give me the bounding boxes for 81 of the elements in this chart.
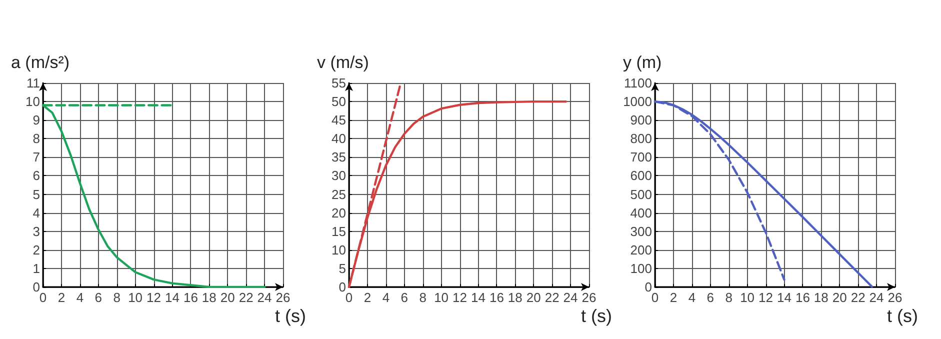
- x-tick-label: 22: [238, 290, 254, 305]
- y-tick-label: 400: [630, 205, 652, 220]
- y-tick-label: 8: [32, 131, 40, 146]
- y-tick-label: 40: [332, 131, 346, 146]
- x-tick-label: 20: [220, 290, 235, 305]
- x-axis-title: t (s): [275, 306, 306, 326]
- x-tick-label: 24: [869, 290, 884, 305]
- x-tick-label: 16: [489, 290, 504, 305]
- x-axis-title: t (s): [581, 306, 612, 326]
- y-tick-label: 200: [630, 242, 652, 258]
- x-tick-label: 10: [740, 290, 755, 305]
- y-tick-label: 30: [332, 168, 346, 184]
- y-tick-label: 9: [32, 112, 40, 128]
- x-tick-label: 2: [670, 290, 678, 305]
- y-tick-label: 20: [332, 205, 346, 220]
- x-tick-label: 16: [795, 290, 810, 305]
- x-tick-label: 24: [563, 290, 578, 305]
- y-tick-label: 300: [630, 224, 652, 239]
- x-tick-label: 22: [850, 290, 866, 305]
- x-tick-label: 8: [725, 290, 732, 305]
- y-tick-label: 0: [338, 280, 346, 294]
- y-tick-label: 3: [32, 224, 40, 239]
- x-tick-label: 10: [128, 290, 143, 305]
- x-tick-label: 14: [470, 290, 486, 305]
- y-tick-label: 6: [32, 168, 40, 184]
- x-tick-label: 10: [434, 290, 449, 305]
- x-tick-label: 18: [814, 290, 828, 305]
- x-tick-label: 16: [183, 290, 198, 305]
- x-tick-label: 8: [419, 290, 426, 305]
- x-tick-label: 22: [544, 290, 560, 305]
- x-tick-label: 18: [202, 290, 216, 305]
- y-axis-title: a (m/s²): [11, 53, 70, 72]
- x-tick-label: 4: [76, 290, 84, 305]
- x-tick-label: 14: [164, 290, 180, 305]
- x-tick-label: 6: [400, 290, 408, 305]
- y-tick-label: 0: [644, 280, 652, 294]
- y-axis-title: y (m): [623, 53, 662, 72]
- x-tick-label: 2: [58, 290, 66, 305]
- x-tick-label: 18: [508, 290, 522, 305]
- x-tick-label: 24: [257, 290, 272, 305]
- x-tick-label: 20: [832, 290, 847, 305]
- y-tick-label: 0: [32, 280, 40, 294]
- y-tick-label: 5: [32, 186, 40, 202]
- x-tick-label: 4: [382, 290, 390, 305]
- y-tick-label: 5: [338, 260, 346, 276]
- y-tick-label: 600: [630, 168, 652, 184]
- x-tick-label: 6: [94, 290, 102, 305]
- y-tick-label: 1100: [624, 76, 652, 90]
- x-tick-label: 14: [776, 290, 792, 305]
- y-tick-label: 15: [332, 224, 346, 239]
- y-tick-label: 50: [332, 94, 346, 110]
- y-tick-label: 45: [332, 112, 346, 128]
- x-tick-label: 6: [706, 290, 714, 305]
- y-tick-label: 10: [26, 94, 40, 110]
- y-tick-label: 1000: [623, 94, 652, 110]
- y-tick-label: 25: [332, 186, 346, 202]
- y-tick-label: 7: [32, 150, 40, 165]
- x-tick-label: 26: [276, 290, 290, 305]
- y-tick-label: 500: [630, 186, 652, 202]
- y-tick-label: 800: [630, 131, 652, 146]
- x-tick-label: 26: [888, 290, 902, 305]
- y-tick-label: 2: [32, 242, 40, 258]
- x-tick-label: 2: [364, 290, 372, 305]
- y-tick-label: 4: [32, 205, 40, 220]
- x-tick-label: 26: [582, 290, 596, 305]
- y-tick-label: 100: [630, 260, 652, 276]
- x-axis-title: t (s): [887, 306, 918, 326]
- x-tick-label: 12: [758, 290, 774, 305]
- y-tick-label: 55: [332, 76, 346, 90]
- y-tick-label: 11: [26, 76, 40, 90]
- y-tick-label: 900: [630, 112, 652, 128]
- y-tick-label: 35: [332, 150, 346, 165]
- x-tick-label: 8: [113, 290, 120, 305]
- x-tick-label: 4: [688, 290, 696, 305]
- x-tick-label: 20: [526, 290, 541, 305]
- y-tick-label: 10: [332, 242, 346, 258]
- y-tick-label: 1: [32, 260, 40, 276]
- y-axis-title: v (m/s): [317, 53, 369, 72]
- y-tick-label: 700: [630, 150, 652, 165]
- x-tick-label: 12: [452, 290, 468, 305]
- x-tick-label: 12: [146, 290, 162, 305]
